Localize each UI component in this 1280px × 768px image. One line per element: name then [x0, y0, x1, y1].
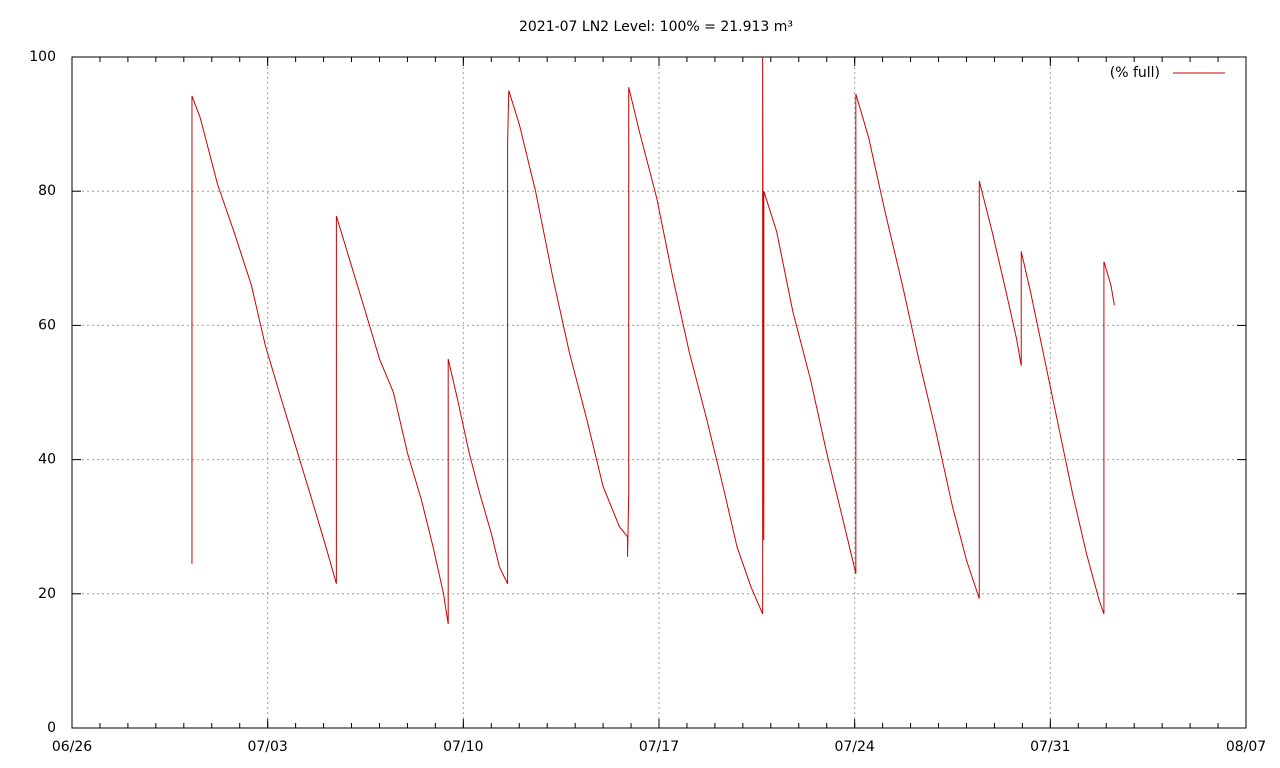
y-tick-label: 80 — [38, 183, 56, 199]
x-tick-label: 07/24 — [834, 739, 874, 755]
data-line — [191, 56, 1115, 625]
x-tick-label: 07/03 — [247, 739, 287, 755]
y-tick-label: 100 — [29, 49, 56, 65]
y-tick-label: 40 — [38, 452, 56, 468]
y-tick-label: 0 — [47, 720, 56, 736]
y-tick-label: 60 — [38, 317, 56, 333]
x-tick-label: 08/07 — [1226, 739, 1266, 755]
x-tick-label: 07/31 — [1030, 739, 1070, 755]
plot-frame — [71, 56, 1247, 729]
x-tick-label: 07/10 — [443, 739, 483, 755]
legend-label: (% full) — [1110, 65, 1160, 81]
x-tick-label: 07/17 — [639, 739, 679, 755]
y-tick-label: 20 — [38, 586, 56, 602]
chart-title: 2021-07 LN2 Level: 100% = 21.913 m³ — [519, 19, 793, 35]
x-tick-label: 06/26 — [52, 739, 92, 755]
